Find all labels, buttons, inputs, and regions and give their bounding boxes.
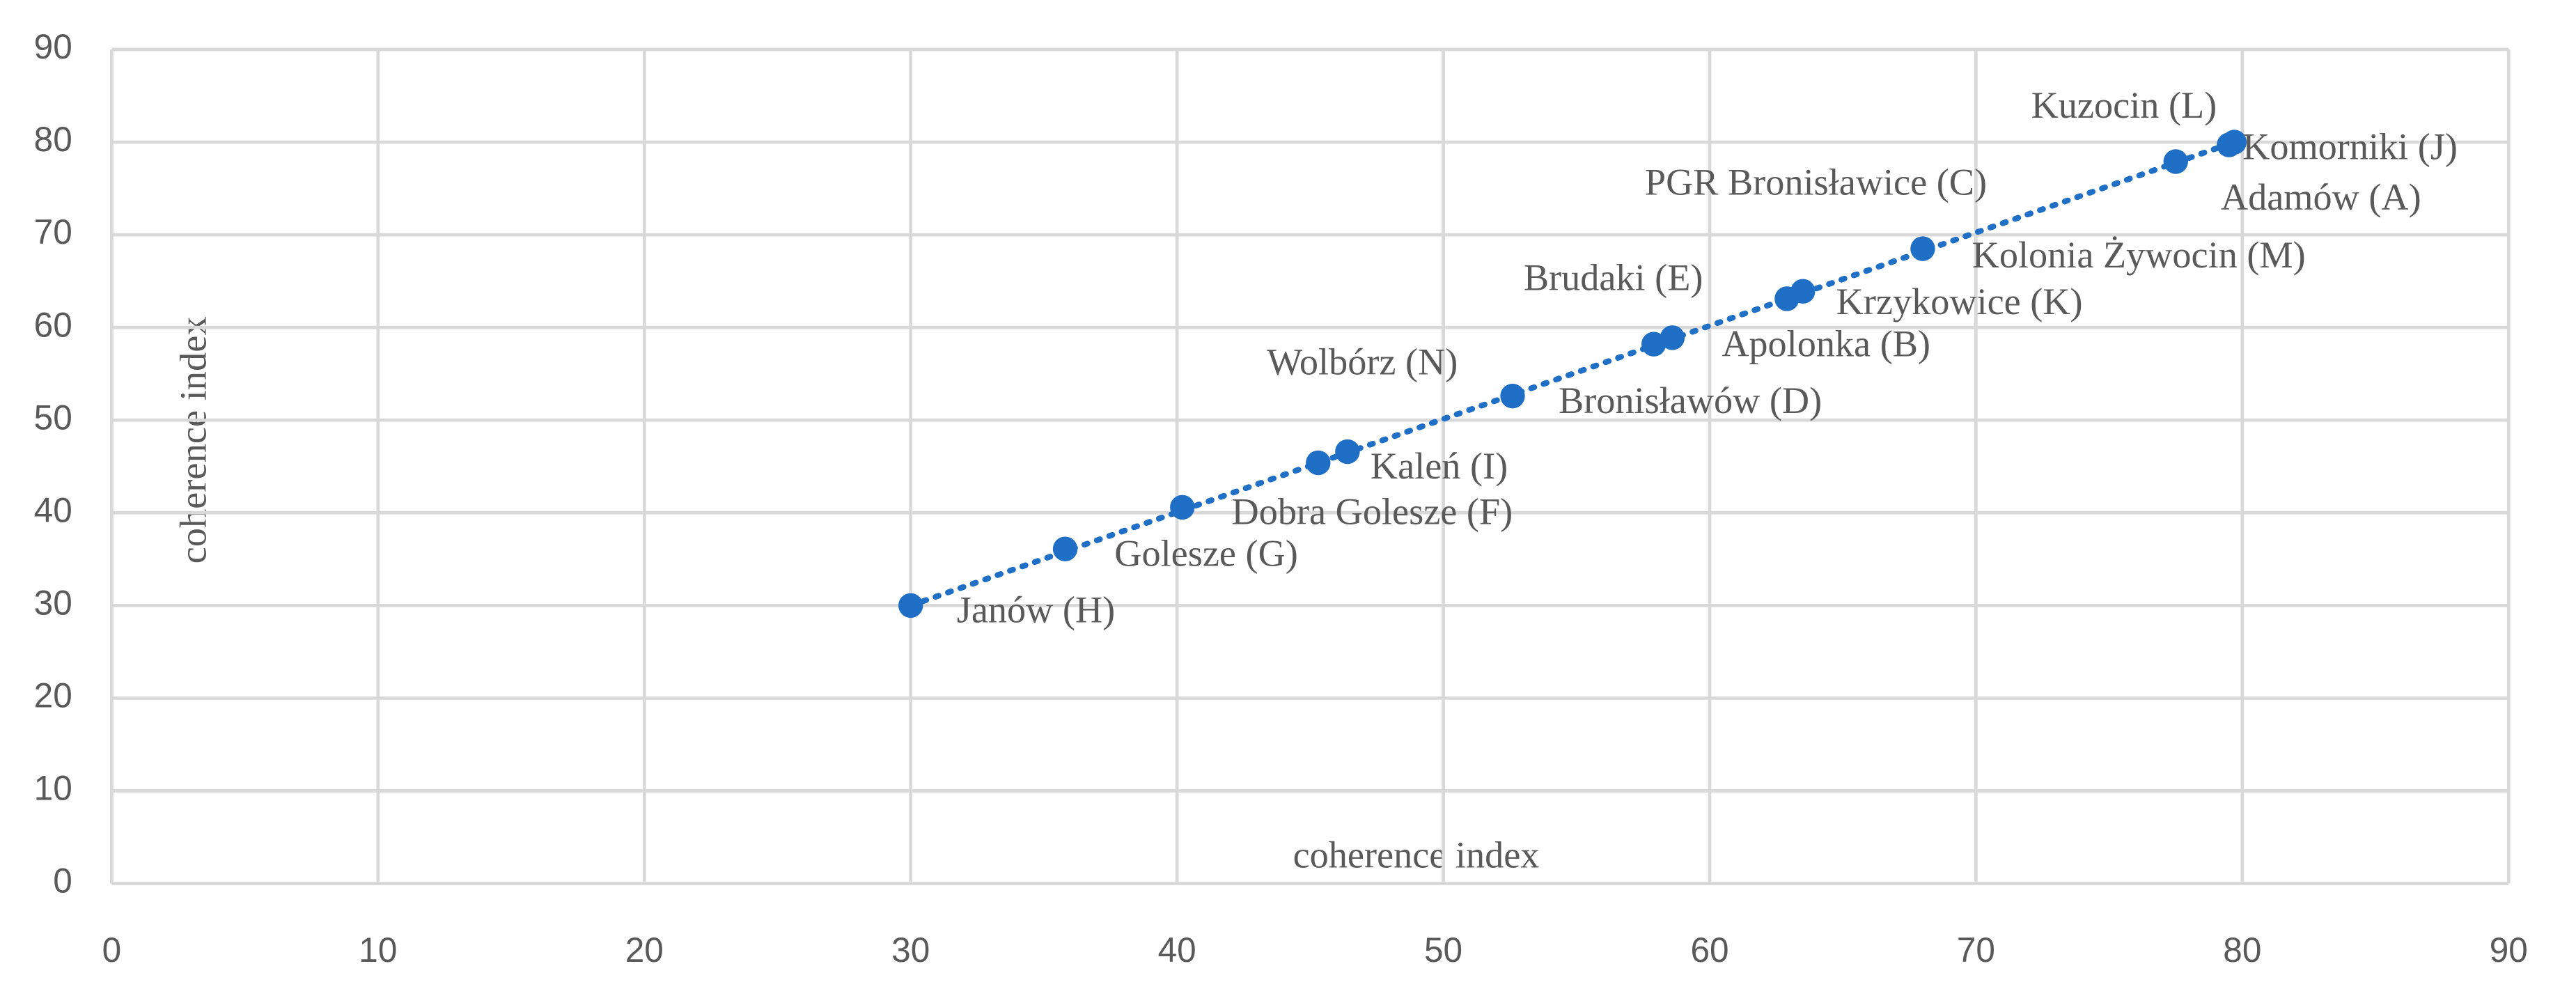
point-label: Kaleń (I) xyxy=(1371,445,1508,487)
x-tick-label: 20 xyxy=(625,930,664,969)
point-label: Golesze (G) xyxy=(1114,532,1298,574)
data-point xyxy=(1641,332,1666,357)
point-label: Apolonka (B) xyxy=(1722,322,1930,364)
x-tick-label: 50 xyxy=(1424,930,1462,969)
data-point xyxy=(2217,132,2242,157)
y-tick-label: 10 xyxy=(34,769,72,808)
data-point xyxy=(898,593,923,618)
data-point xyxy=(1052,536,1078,561)
y-axis-title: coherence index xyxy=(173,316,214,563)
y-tick-label: 60 xyxy=(34,305,72,344)
point-label: Janów (H) xyxy=(957,589,1115,631)
point-label: Krzykowice (K) xyxy=(1836,281,2083,322)
x-tick-label: 60 xyxy=(1690,930,1728,969)
point-label: Kuzocin (L) xyxy=(2031,84,2217,126)
x-tick-label: 40 xyxy=(1158,930,1196,969)
trendline xyxy=(907,139,2238,609)
y-tick-label: 20 xyxy=(34,676,72,715)
x-tick-label: 0 xyxy=(102,930,122,969)
y-tick-label: 50 xyxy=(34,398,72,437)
point-label: Wolbórz (N) xyxy=(1267,341,1458,382)
data-point xyxy=(1790,279,1816,304)
point-label: Brudaki (E) xyxy=(1524,257,1703,299)
y-tick-label: 30 xyxy=(34,583,72,622)
data-point xyxy=(2163,149,2188,174)
y-tick-label: 40 xyxy=(34,490,72,529)
point-label: Kolonia Żywocin (M) xyxy=(1972,234,2306,276)
y-tick-label: 70 xyxy=(34,212,72,251)
x-tick-label: 90 xyxy=(2490,930,2528,969)
y-tick-label: 90 xyxy=(34,27,72,66)
x-tick-label: 10 xyxy=(359,930,397,969)
point-label: Dobra Golesze (F) xyxy=(1232,491,1513,533)
data-point xyxy=(1170,494,1195,520)
data-point xyxy=(1335,439,1360,465)
x-tick-label: 30 xyxy=(891,930,930,969)
data-point xyxy=(1910,236,1935,261)
y-tick-label: 0 xyxy=(53,862,72,901)
data-point xyxy=(1500,383,1525,409)
point-label: PGR Bronisławice (C) xyxy=(1645,161,1987,203)
x-tick-label: 80 xyxy=(2223,930,2261,969)
point-label: Adamów (A) xyxy=(2221,176,2421,218)
y-tick-label: 80 xyxy=(34,120,72,159)
x-tick-label: 70 xyxy=(1957,930,1995,969)
point-label: Bronisławów (D) xyxy=(1559,380,1822,421)
data-point xyxy=(1660,325,1685,350)
x-axis-title: coherence index xyxy=(1293,834,1540,875)
point-label: Komorniki (J) xyxy=(2242,125,2458,167)
data-point xyxy=(1306,450,1331,476)
